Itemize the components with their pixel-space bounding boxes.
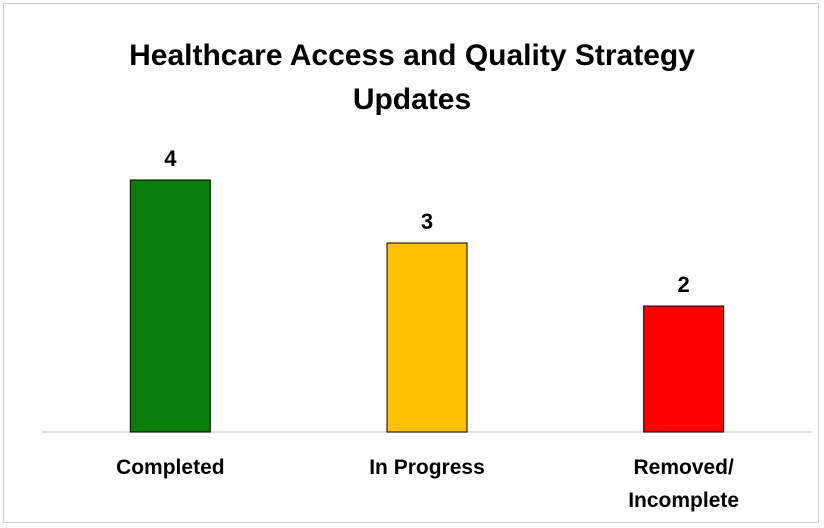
chart-title: Healthcare Access and Quality Strategy U… bbox=[129, 39, 695, 116]
bar bbox=[129, 179, 211, 433]
data-label: 3 bbox=[421, 209, 433, 234]
data-label: 4 bbox=[164, 146, 177, 171]
bar bbox=[386, 242, 468, 433]
x-tick-label: In Progress bbox=[369, 456, 485, 479]
x-tick-label: Removed/ Incomplete bbox=[628, 456, 740, 512]
data-label: 2 bbox=[678, 272, 690, 297]
chart-frame bbox=[3, 3, 819, 523]
x-tick-label: Completed bbox=[116, 456, 225, 479]
bar bbox=[643, 305, 725, 433]
